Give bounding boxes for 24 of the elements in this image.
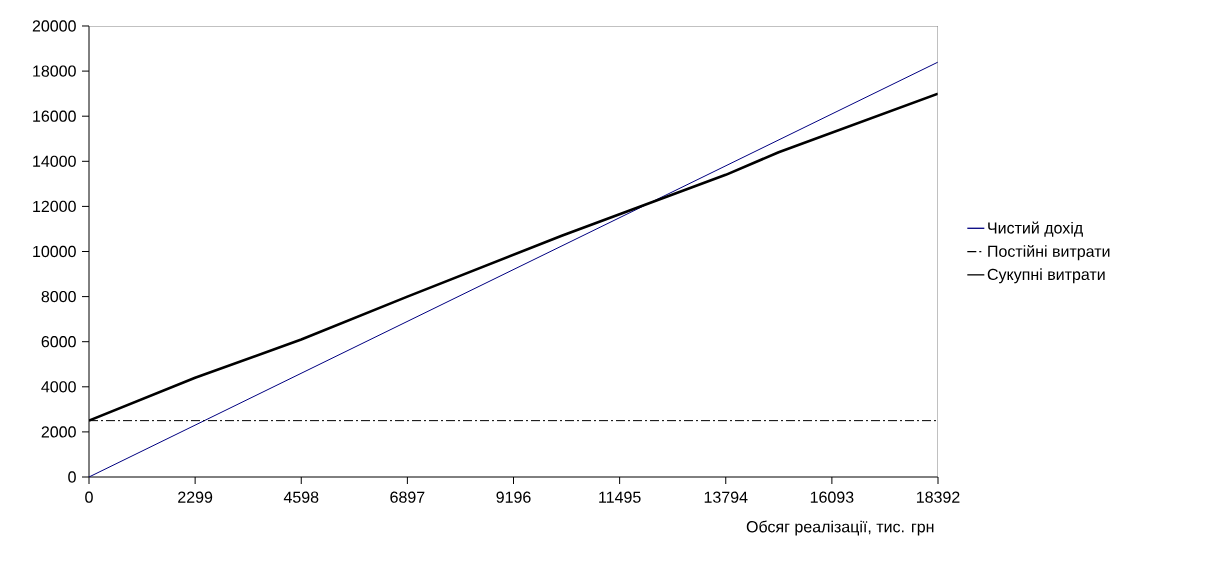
x-tick-label: 11495 — [599, 491, 641, 503]
legend-label: Чистий дохід — [988, 221, 1083, 237]
x-tick-label: 16093 — [810, 491, 854, 503]
y-tick-label: 6000 — [41, 336, 76, 348]
x-axis-title: Обсяг реалізації, тис. грн — [746, 520, 934, 536]
y-tick-label: 2000 — [41, 426, 76, 438]
y-tick-label: 0 — [68, 471, 76, 483]
y-tick-label: 14000 — [33, 155, 76, 167]
x-tick-label: 4598 — [283, 491, 319, 503]
x-tick-label: 13794 — [704, 491, 748, 503]
x-tick-label: 2299 — [178, 491, 213, 503]
y-tick-label: 18000 — [33, 65, 76, 77]
y-tick-label: 12000 — [33, 200, 76, 213]
x-tick-label: 0 — [85, 491, 93, 503]
y-tick-label: 8000 — [41, 290, 76, 303]
x-tick-label: 18392 — [916, 491, 960, 503]
y-tick-label: 10000 — [33, 245, 76, 258]
y-tick-label: 20000 — [32, 20, 76, 32]
y-tick-label: 4000 — [41, 381, 76, 393]
y-tick-label: 16000 — [33, 110, 76, 122]
legend-label: Сукупні витрати — [987, 268, 1105, 284]
legend-label: Постійні витрати — [988, 244, 1110, 261]
x-tick-label: 6897 — [390, 491, 425, 503]
x-tick-label: 9196 — [496, 491, 531, 503]
